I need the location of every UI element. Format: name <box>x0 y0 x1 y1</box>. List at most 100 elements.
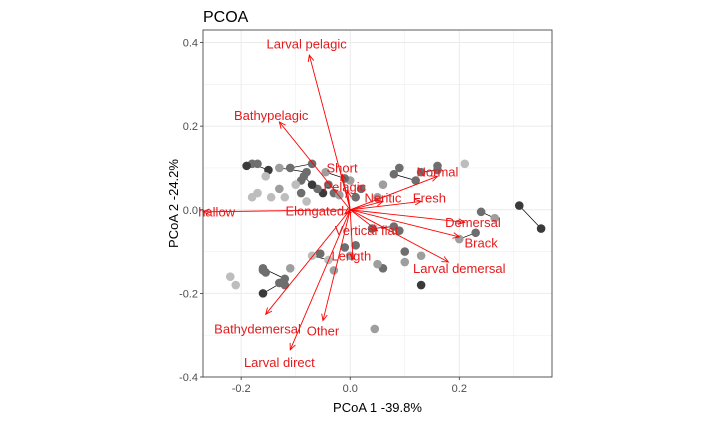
data-point <box>302 167 311 177</box>
loading-label: Normal <box>417 165 459 180</box>
data-point <box>460 159 470 169</box>
loading-label: Elongated <box>286 204 345 219</box>
data-point <box>285 163 295 173</box>
point-connector <box>519 205 542 229</box>
data-point <box>356 184 366 194</box>
data-point <box>476 207 486 217</box>
y-tick-label: -0.2 <box>179 288 198 300</box>
data-point <box>275 184 284 194</box>
loading-arrow <box>265 209 351 316</box>
loading-label: Other <box>307 324 340 339</box>
loading-arrow <box>350 198 423 211</box>
loading-label: Neritic <box>365 191 402 206</box>
data-point <box>373 192 382 202</box>
data-point <box>307 180 317 189</box>
y-tick-label: -0.4 <box>179 372 198 384</box>
y-tick-label: 0.4 <box>183 38 198 50</box>
data-point <box>395 226 404 235</box>
loading-arrow <box>289 209 351 351</box>
data-point <box>373 259 382 269</box>
loading-label: Fresh <box>413 191 446 206</box>
data-point <box>340 243 350 252</box>
data-point <box>536 224 546 233</box>
x-tick-label: -0.2 <box>232 383 251 395</box>
chart-title: PCOA <box>203 9 249 26</box>
loading-arrow <box>345 189 352 210</box>
data-point <box>261 268 271 277</box>
data-point <box>471 228 480 238</box>
data-point <box>389 169 399 179</box>
loading-label: Bathydemersal <box>214 321 301 336</box>
y-tick-label: 0.0 <box>183 205 198 217</box>
x-axis-ticks: -0.2 0.0 0.2 <box>232 377 467 395</box>
x-tick-label: 0.0 <box>343 383 358 395</box>
loading-arrow <box>321 209 351 322</box>
data-point <box>324 180 333 189</box>
data-point <box>400 257 410 267</box>
loading-label: Larval direct <box>244 355 315 370</box>
loading-label: Larval pelagic <box>267 36 348 51</box>
loading-label: Vertical flat <box>335 223 399 238</box>
panel-border <box>202 29 553 378</box>
data-point <box>231 280 241 290</box>
x-axis-title: PCoA 1 -39.8% <box>333 400 422 415</box>
data-point <box>411 176 420 185</box>
data-point <box>307 159 317 169</box>
y-axis-title: PCoA 2 -24.2% <box>166 159 181 248</box>
loading-label: Larval demersal <box>413 261 506 276</box>
data-point <box>315 249 325 258</box>
loading-arrow <box>350 209 450 263</box>
data-point <box>395 163 404 173</box>
data-point <box>302 197 311 206</box>
data-point <box>490 213 500 223</box>
loading-label: hallow <box>198 204 235 219</box>
y-tick-label: 0.2 <box>183 121 198 133</box>
loading-labels: Larval pelagic Bathypelagic Short Normal Pel… <box>198 36 505 370</box>
plot-panel <box>203 30 552 377</box>
loading-arrow <box>349 209 356 262</box>
loading-arrow <box>350 175 439 211</box>
data-point <box>367 224 377 233</box>
loading-label: Brack <box>464 236 498 251</box>
loading-arrow <box>278 121 351 211</box>
data-point <box>378 180 388 189</box>
data-point <box>225 272 235 281</box>
data-point <box>275 163 284 173</box>
loading-arrow <box>350 199 385 211</box>
loading-label: Length <box>331 248 371 263</box>
data-point <box>247 192 257 202</box>
loading-arrow <box>350 209 461 239</box>
data-points <box>225 159 546 334</box>
data-point <box>400 247 410 256</box>
y-axis-ticks: -0.4 -0.2 0.0 0.2 0.4 <box>179 38 203 384</box>
loading-arrow <box>349 209 379 232</box>
data-point <box>370 324 380 334</box>
loading-arrow <box>340 173 351 210</box>
loading-arrow <box>350 209 466 225</box>
data-point <box>291 180 301 189</box>
data-point <box>351 241 360 250</box>
data-point <box>514 201 524 210</box>
data-point <box>285 264 295 273</box>
data-point <box>261 172 271 181</box>
loading-arrows <box>201 54 466 351</box>
data-point <box>351 192 360 202</box>
data-point <box>280 192 290 202</box>
data-point <box>321 167 330 177</box>
x-tick-label: 0.2 <box>452 383 467 395</box>
data-point <box>242 161 251 171</box>
data-point <box>280 280 290 290</box>
data-point <box>296 188 306 198</box>
loading-label: Pelagic <box>323 179 366 194</box>
data-point <box>266 192 276 202</box>
loading-label: Demersal <box>445 215 501 230</box>
data-point <box>416 251 426 261</box>
data-point <box>329 266 339 275</box>
data-point <box>258 289 268 298</box>
data-point <box>280 274 290 284</box>
data-point <box>416 167 426 177</box>
loading-arrow <box>307 54 351 210</box>
loading-label: Bathypelagic <box>234 108 309 123</box>
loading-label: Short <box>327 160 358 175</box>
